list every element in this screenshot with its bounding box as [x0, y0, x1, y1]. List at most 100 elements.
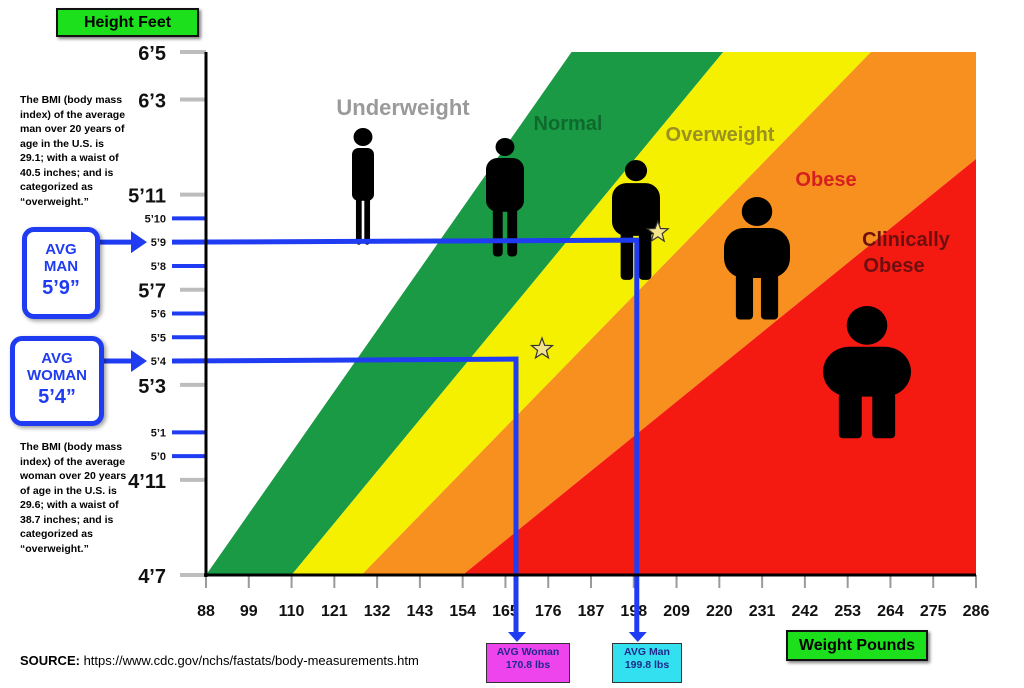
band-overweight: [291, 52, 871, 575]
x-tick-label: 198: [620, 603, 647, 620]
y-tick-label: 5’10: [145, 213, 166, 225]
avg-woman-line1: AVG: [41, 350, 73, 367]
x-tick-label: 275: [920, 603, 947, 620]
label-obese-2: Obese: [863, 255, 924, 277]
x-tick-label: 264: [877, 603, 904, 620]
x-tick-label: 132: [364, 603, 391, 620]
figure-head: [495, 138, 515, 156]
x-tick-label: 110: [279, 603, 305, 620]
figure-leg-left: [355, 196, 362, 245]
x-tick-label: 242: [792, 603, 819, 620]
avg-woman-weight-box: AVG Woman 170.8 lbs: [486, 643, 570, 683]
x-tick-label: 253: [834, 603, 861, 620]
x-tick-label: 231: [749, 603, 776, 620]
y-tick-label: 5’3: [138, 376, 166, 398]
woman-bmi-note: The BMI (body mass index) of the average…: [20, 441, 127, 555]
guide-outer: [171, 237, 640, 635]
figure-leg-right: [872, 392, 896, 439]
weight-pointer: [628, 632, 647, 642]
x-tick-label: 286: [963, 603, 990, 620]
figure-body: [724, 228, 790, 278]
figure-head: [624, 160, 648, 182]
figure-body: [823, 346, 911, 397]
figure-leg-right: [638, 231, 652, 280]
figure-leg-right: [760, 273, 779, 320]
figure-head: [846, 306, 888, 345]
x-axis-title: Weight Pounds: [786, 630, 928, 661]
marker-star: [645, 219, 670, 243]
source-label: SOURCE:: [20, 653, 80, 668]
axis-ticks: 6’5 6’3 5’11 5’10 5’9 5’8 5’7 5’6 5’5 5’4 5’3 5’1 5’…: [128, 43, 989, 620]
x-tick-label: 176: [535, 603, 562, 620]
y-tick-label: 4’11: [128, 471, 166, 493]
x-tick-label: 143: [407, 603, 434, 620]
y-tick-label: 6’3: [138, 91, 166, 113]
avg-man-box: AVG MAN 5’9”: [22, 227, 100, 319]
x-tick-label: 154: [449, 603, 476, 620]
label-overweight: Overweight: [666, 124, 775, 146]
weight-pointer: [508, 632, 526, 642]
figure-head: [353, 128, 373, 146]
body-figures: [352, 128, 911, 439]
y-tick-label: 5’1: [151, 427, 166, 439]
arrow-head: [131, 231, 147, 254]
y-tick-label: 5’7: [138, 281, 166, 303]
figure-body: [486, 158, 524, 212]
y-tick-label: 5’5: [151, 332, 166, 344]
avg-man-weight-box: AVG Man 199.8 lbs: [612, 643, 682, 683]
avg-woman-height: 5’4”: [38, 386, 76, 408]
avg-man-line1: AVG: [45, 241, 77, 258]
figure-overweight: [612, 160, 660, 280]
figure-body: [352, 148, 374, 201]
band-labels: Underweight Normal Overweight Obese Clinical…: [336, 95, 950, 277]
axes: [204, 52, 976, 577]
x-tick-label: 99: [240, 603, 258, 620]
y-axis-title: Height Feet: [56, 8, 199, 37]
avg-man-line2: MAN: [43, 258, 79, 275]
avg-man-weight-value: 199.8 lbs: [624, 659, 670, 671]
y-tick-label: 5’8: [151, 261, 166, 273]
avg-man-height: 5’9”: [42, 277, 80, 299]
x-tick-label: 88: [197, 603, 215, 620]
y-tick-label: 5’6: [151, 309, 166, 321]
x-tick-label: 121: [321, 603, 348, 620]
avg-woman-box: AVG WOMAN 5’4”: [10, 336, 104, 426]
y-tick-label: 6’5: [138, 43, 166, 65]
figure-leg-left: [838, 392, 862, 439]
label-clinically: Clinically: [862, 229, 951, 251]
marker-star: [529, 336, 555, 360]
man-bmi-note: The BMI (body mass index) of the average…: [20, 94, 126, 208]
figure-leg-left: [620, 231, 634, 280]
guide-lines: [92, 219, 670, 642]
figure-leg-left: [492, 207, 503, 257]
y-tick-label: 5’9: [151, 237, 166, 249]
x-tick-label: 209: [663, 603, 690, 620]
label-underweight: Underweight: [336, 95, 470, 120]
figure-obese: [724, 197, 790, 320]
band-normal: [206, 52, 724, 575]
source-line: SOURCE: https://www.cdc.gov/nchs/fastats…: [20, 653, 419, 668]
arrow-head: [131, 350, 147, 373]
avg-woman-weight-value: 170.8 lbs: [505, 659, 551, 671]
label-obese: Obese: [795, 169, 856, 191]
bmi-bands: [206, 52, 977, 575]
y-tick-label: 4’7: [138, 566, 166, 588]
figure-underweight: [352, 128, 374, 245]
x-tick-label: 220: [706, 603, 733, 620]
avg-man-weight-label: AVG Man: [624, 646, 670, 658]
figure-leg-right: [364, 196, 371, 245]
avg-woman-line2: WOMAN: [27, 367, 87, 384]
avg-woman-weight-label: AVG Woman: [496, 646, 560, 658]
x-tick-label: 165: [492, 603, 519, 620]
band-clinically-obese: [462, 158, 977, 575]
figure-head: [741, 197, 773, 227]
y-tick-label: 5’0: [151, 451, 166, 463]
source-url: https://www.cdc.gov/nchs/fastats/body-me…: [83, 653, 419, 668]
figure-leg-left: [735, 273, 754, 320]
figure-leg-right: [507, 207, 518, 257]
label-normal: Normal: [534, 113, 603, 135]
guide-outer: [171, 356, 519, 635]
figure-body: [612, 183, 660, 236]
figure-clinically-obese: [823, 306, 911, 439]
